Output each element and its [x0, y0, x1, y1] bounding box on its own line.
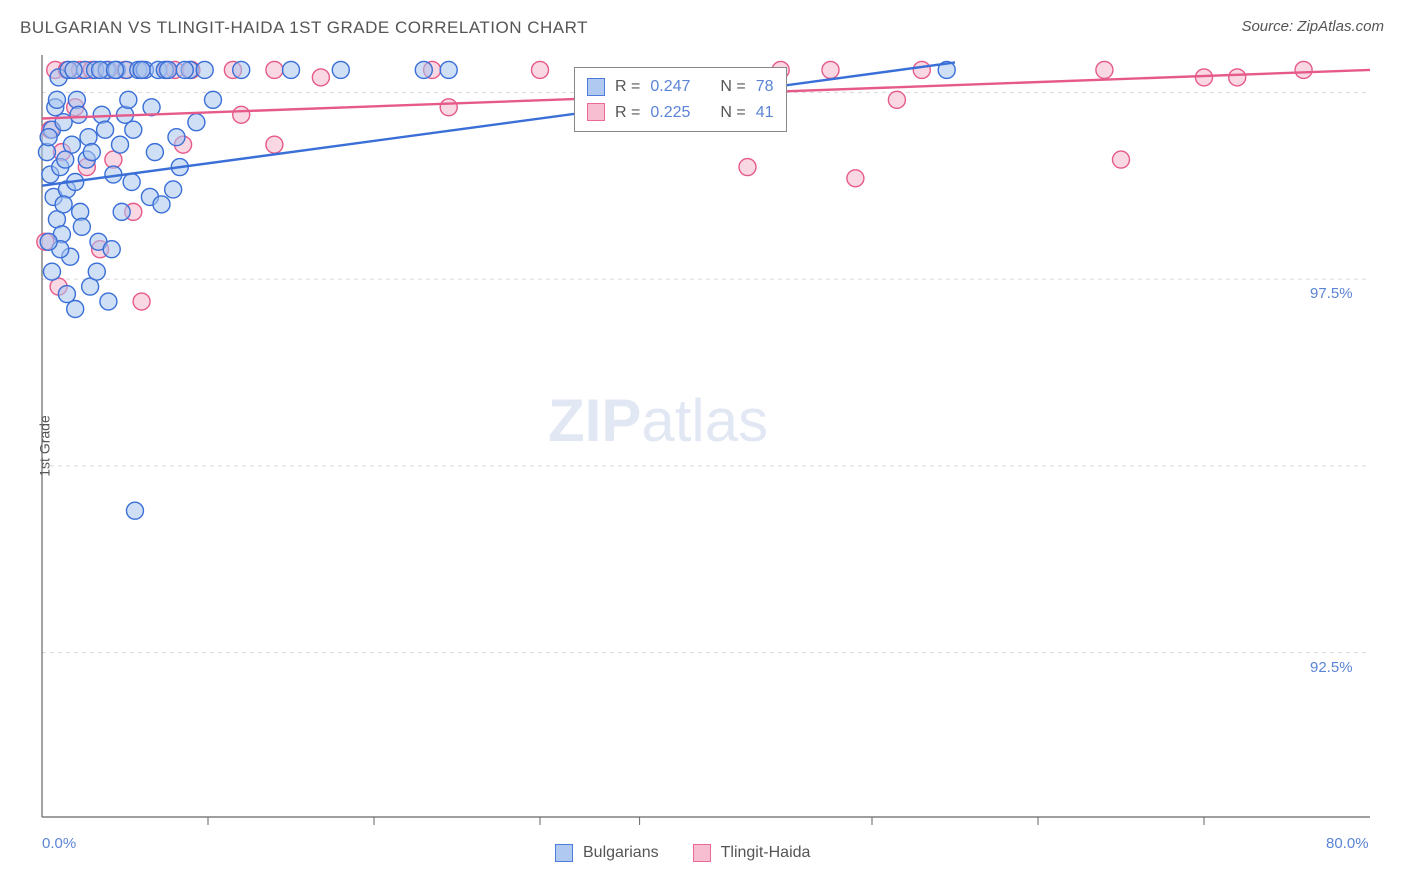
legend-row: R = 0.225 N = 41 — [587, 100, 774, 126]
series-legend-item: Bulgarians — [555, 844, 659, 862]
y-tick-label: 92.5% — [1310, 659, 1353, 676]
source-attribution: Source: ZipAtlas.com — [1241, 18, 1384, 35]
y-tick-label: 97.5% — [1310, 285, 1353, 302]
n-value: 41 — [756, 100, 774, 126]
legend-swatch — [693, 844, 711, 862]
series-name: Bulgarians — [583, 844, 659, 862]
r-label: R = — [615, 100, 640, 126]
r-value: 0.225 — [650, 100, 690, 126]
legend-swatch — [555, 844, 573, 862]
x-tick-label: 80.0% — [1326, 835, 1369, 852]
plot-area: 92.5%97.5%0.0%80.0% — [42, 55, 1370, 817]
legend-row: R = 0.247 N = 78 — [587, 74, 774, 100]
chart-container: BULGARIAN VS TLINGIT-HAIDA 1ST GRADE COR… — [0, 0, 1406, 892]
r-label: R = — [615, 74, 640, 100]
correlation-legend: R = 0.247 N = 78 R = 0.225 N = 41 — [574, 67, 787, 132]
x-tick-label: 0.0% — [42, 835, 76, 852]
chart-title: BULGARIAN VS TLINGIT-HAIDA 1ST GRADE COR… — [20, 18, 588, 38]
n-label: N = — [720, 100, 745, 126]
r-value: 0.247 — [650, 74, 690, 100]
series-legend-item: Tlingit-Haida — [693, 844, 811, 862]
series-name: Tlingit-Haida — [721, 844, 811, 862]
legend-swatch — [587, 78, 605, 96]
series-legend: Bulgarians Tlingit-Haida — [555, 844, 810, 862]
plot-svg — [42, 55, 1370, 817]
n-label: N = — [720, 74, 745, 100]
legend-swatch — [587, 103, 605, 121]
n-value: 78 — [756, 74, 774, 100]
